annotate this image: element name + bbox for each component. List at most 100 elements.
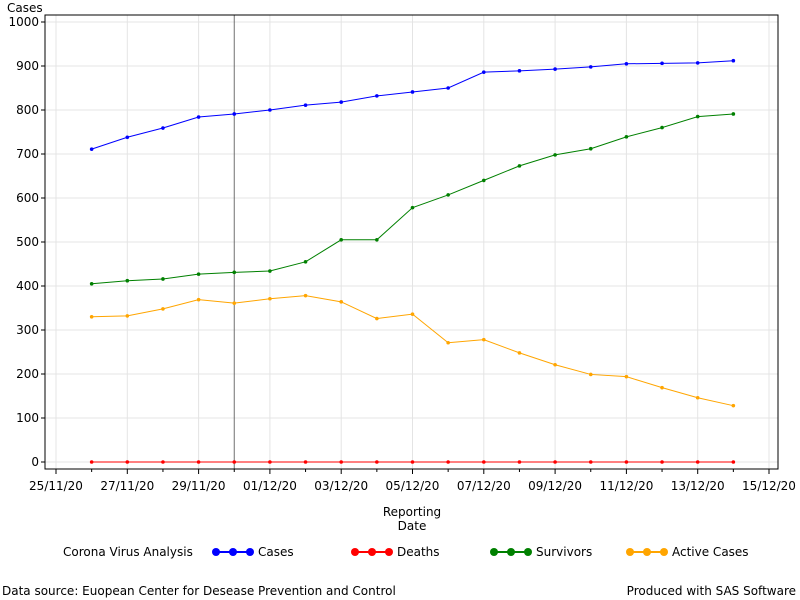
data-point-cases [196, 115, 201, 119]
data-source-note: Data source: Euopean Center for Desease … [2, 584, 396, 598]
y-tick-label: 200 [16, 367, 39, 381]
x-tick-label: 15/12/20 [742, 479, 796, 493]
data-point-active-cases [232, 301, 237, 305]
x-tick-label: 27/11/20 [100, 479, 154, 493]
data-point-survivors [446, 193, 450, 197]
legend-marker [507, 548, 515, 556]
x-tick-label: 05/12/20 [386, 479, 440, 493]
data-point-deaths [588, 460, 593, 464]
data-point-cases [517, 69, 522, 73]
data-point-survivors [588, 146, 593, 151]
y-tick-label: 600 [16, 191, 39, 205]
data-point-active-cases [482, 337, 486, 342]
x-tick-label: 13/12/20 [671, 479, 725, 493]
x-tick-label: 11/12/20 [599, 479, 653, 493]
legend-label-active-cases: Active Cases [672, 545, 749, 559]
data-point-cases [161, 126, 165, 130]
legend-marker [212, 548, 220, 556]
y-tick-label: 900 [16, 59, 39, 73]
data-point-active-cases [125, 314, 130, 318]
data-point-survivors [624, 135, 629, 139]
x-tick-label: 09/12/20 [528, 479, 582, 493]
legend-label-deaths: Deaths [397, 545, 440, 559]
data-point-deaths [339, 460, 344, 464]
data-point-survivors [660, 125, 664, 130]
data-point-active-cases [339, 300, 344, 304]
data-point-deaths [161, 460, 165, 464]
data-point-active-cases [303, 293, 308, 298]
data-point-active-cases [731, 403, 736, 408]
data-point-active-cases [161, 307, 165, 311]
data-point-active-cases [695, 395, 700, 400]
y-tick-label: 300 [16, 323, 39, 337]
data-point-active-cases [660, 385, 664, 390]
data-point-survivors [89, 282, 94, 286]
legend-marker [368, 548, 376, 556]
y-tick-label: 800 [16, 103, 39, 117]
data-point-cases [89, 147, 94, 151]
data-point-survivors [482, 178, 486, 183]
data-point-cases [125, 135, 130, 140]
series-lines [89, 58, 736, 464]
data-point-cases [660, 61, 664, 66]
data-point-deaths [268, 460, 272, 464]
data-point-active-cases [268, 296, 272, 301]
y-tick-label: 400 [16, 279, 39, 293]
data-point-deaths [446, 460, 450, 464]
y-tick-label: 1000 [8, 15, 39, 29]
data-point-cases [731, 58, 736, 63]
legend-marker [524, 548, 532, 556]
data-point-cases [375, 94, 379, 98]
data-point-survivors [268, 269, 272, 273]
data-point-deaths [232, 460, 237, 464]
y-axis: 0 100 200 300 400 500 600 700 800 900 1000 [8, 15, 45, 469]
data-point-cases [446, 86, 450, 90]
data-point-survivors [303, 260, 308, 264]
data-point-cases [588, 65, 593, 69]
legend-item-deaths: Deaths [351, 545, 440, 559]
x-axis-label-line-2: Date [398, 519, 427, 533]
data-point-survivors [196, 272, 201, 276]
legend-marker [643, 548, 651, 556]
y-tick-label: 500 [16, 235, 39, 249]
legend-item-active-cases: Active Cases [626, 545, 749, 559]
produced-with-note: Produced with SAS Software [626, 584, 796, 598]
data-point-survivors [339, 238, 344, 242]
legend-title: Corona Virus Analysis [63, 545, 193, 559]
data-point-deaths [517, 460, 522, 464]
data-point-cases [410, 90, 415, 94]
legend-marker [660, 548, 668, 556]
data-point-active-cases [410, 312, 415, 316]
x-tick-label: 03/12/20 [314, 479, 368, 493]
y-tick-label: 0 [31, 455, 39, 469]
data-point-active-cases [196, 297, 201, 302]
y-tick-label: 100 [16, 411, 39, 425]
legend-marker [626, 548, 634, 556]
data-point-deaths [196, 460, 201, 464]
legend-marker [385, 548, 393, 556]
y-tick-label: 700 [16, 147, 39, 161]
data-point-deaths [125, 460, 130, 464]
legend-item-survivors: Survivors [490, 545, 592, 559]
data-point-deaths [375, 460, 379, 464]
data-point-survivors [125, 278, 130, 283]
data-point-survivors [695, 114, 700, 119]
data-point-deaths [731, 460, 736, 464]
data-point-active-cases [517, 351, 522, 355]
data-point-cases [482, 70, 486, 74]
x-axis: 25/11/20 27/11/20 29/11/20 01/12/20 03/12/20… [29, 469, 796, 493]
data-point-survivors [161, 277, 165, 281]
data-point-deaths [553, 460, 557, 464]
data-point-deaths [303, 460, 308, 464]
data-point-survivors [553, 153, 557, 157]
data-point-cases [624, 62, 629, 66]
data-point-cases [695, 61, 700, 65]
data-point-survivors [375, 238, 379, 242]
grid-lines [45, 15, 778, 469]
data-point-deaths [410, 460, 415, 464]
data-point-cases [268, 108, 272, 112]
data-point-active-cases [624, 374, 629, 379]
legend-marker [229, 548, 237, 556]
x-tick-label: 29/11/20 [172, 479, 226, 493]
